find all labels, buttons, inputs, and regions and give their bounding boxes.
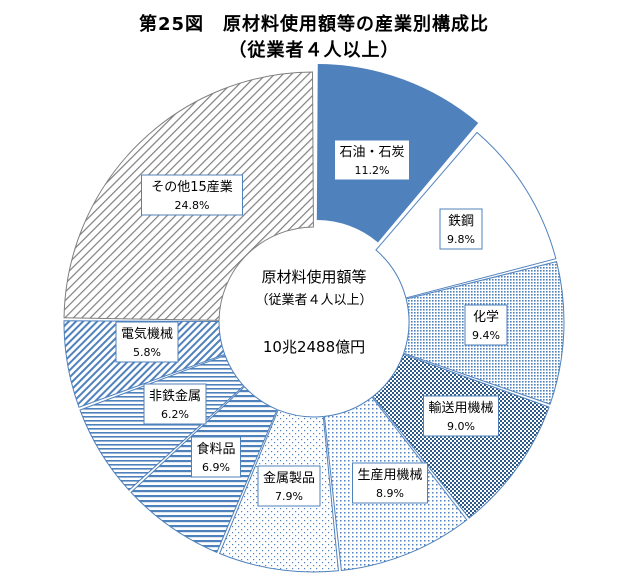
slice-label-value-1: 9.8%	[447, 233, 475, 246]
slice-label-box-9	[141, 174, 243, 216]
slice-label-name-1: 鉄鋼	[448, 214, 474, 229]
chart-title-line2: （従業者４人以上）	[228, 40, 400, 61]
slice-label-box-8	[115, 321, 179, 363]
labels-group: 石油・石炭 11.2% 鉄鋼 9.8% 化学 9.4% 輸送用機械 9.0% 生産用機械 8.9%…	[115, 139, 508, 507]
slice-label-value-4: 8.9%	[376, 487, 404, 500]
center-label-line-0: 原材料使用額等	[261, 268, 366, 286]
slice-label-name-7: 非鉄金属	[149, 388, 201, 404]
slice-label-name-4: 生産用機械	[357, 467, 422, 483]
slice-label-name-8: 電気機械	[121, 326, 173, 342]
chart-title-line1: 第25図 原材料使用額等の産業別構成比	[138, 14, 490, 35]
slice-label-name-5: 金属製品	[263, 470, 315, 486]
slice-label-box-7	[143, 383, 207, 425]
slice-label-name-0: 石油・石炭	[339, 145, 404, 160]
center-label-line-2: 10兆2488億円	[263, 338, 365, 356]
center-label-group: 原材料使用額等 （従業者４人以上） 10兆2488億円	[255, 268, 372, 356]
slice-label-value-8: 5.8%	[133, 346, 161, 359]
slice-label-value-9: 24.8%	[175, 199, 210, 212]
slice-label-box-0	[334, 139, 410, 181]
slice-label-value-5: 7.9%	[275, 490, 303, 503]
slice-label-box-5	[257, 465, 321, 507]
slice-label-name-3: 輸送用機械	[428, 401, 493, 416]
slice-label-box-1	[439, 208, 483, 250]
slice-label-box-3	[423, 395, 499, 437]
slice-8	[63, 320, 226, 408]
slice-label-box-6	[191, 436, 241, 478]
slice-label-value-2: 9.4%	[472, 329, 500, 342]
slice-label-name-9: その他15産業	[151, 179, 233, 195]
slice-label-box-2	[464, 304, 508, 346]
slice-label-value-0: 11.2%	[355, 164, 390, 177]
slice-label-box-4	[352, 462, 428, 504]
slice-label-value-3: 9.0%	[447, 420, 475, 433]
slice-label-value-6: 6.9%	[202, 461, 230, 474]
slice-label-name-2: 化学	[473, 309, 499, 325]
center-label-line-1: （従業者４人以上）	[255, 292, 372, 308]
slice-label-name-6: 食料品	[196, 441, 235, 457]
slice-label-value-7: 6.2%	[161, 408, 189, 421]
